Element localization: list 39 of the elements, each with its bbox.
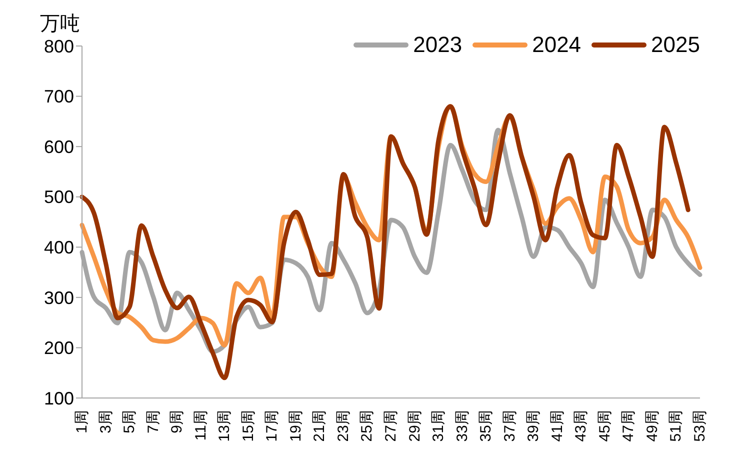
y-tick-label: 600 bbox=[44, 136, 74, 157]
x-tick-label: 21周 bbox=[311, 410, 328, 442]
x-tick-label: 45周 bbox=[596, 410, 614, 442]
x-tick-label: 29周 bbox=[406, 410, 424, 442]
x-tick-label: 25周 bbox=[358, 410, 376, 442]
x-tick-label: 7周 bbox=[144, 410, 162, 434]
x-tick-label: 1周 bbox=[74, 410, 90, 434]
y-tick-label: 300 bbox=[44, 288, 74, 308]
x-tick-label: 5周 bbox=[121, 410, 138, 434]
x-tick-label: 35周 bbox=[478, 410, 495, 442]
x-tick-label: 41周 bbox=[548, 410, 566, 442]
x-tick-label: 11周 bbox=[192, 410, 210, 441]
y-tick-label: 700 bbox=[44, 86, 74, 107]
x-tick-label: 17周 bbox=[264, 410, 281, 442]
x-tick-label: 13周 bbox=[216, 410, 234, 442]
x-tick-label: 9周 bbox=[168, 410, 186, 434]
x-tick-label: 39周 bbox=[525, 410, 542, 442]
x-tick-label: 53周 bbox=[692, 410, 708, 442]
x-tick-label: 15周 bbox=[240, 410, 257, 442]
x-tick-label: 51周 bbox=[668, 410, 685, 442]
x-tick-label: 3周 bbox=[97, 410, 114, 434]
y-axis-title: 万吨 bbox=[40, 12, 80, 37]
x-tick-label: 23周 bbox=[334, 410, 352, 442]
y-tick-label: 500 bbox=[44, 187, 74, 208]
legend-label: 2024 bbox=[532, 32, 582, 58]
legend-label: 2025 bbox=[651, 32, 700, 58]
x-tick-label: 47周 bbox=[620, 410, 638, 442]
y-tick-label: 800 bbox=[44, 36, 74, 56]
y-tick-label: 200 bbox=[44, 338, 74, 358]
legend-label: 2023 bbox=[413, 32, 462, 58]
y-tick-label: 100 bbox=[44, 388, 74, 408]
x-tick-label: 43周 bbox=[572, 410, 590, 442]
x-tick-label: 19周 bbox=[287, 410, 304, 442]
x-tick-label: 33周 bbox=[454, 410, 471, 442]
y-tick-label: 400 bbox=[44, 238, 74, 258]
x-tick-label: 37周 bbox=[501, 410, 518, 442]
x-tick-label: 31周 bbox=[430, 410, 448, 442]
x-tick-label: 49周 bbox=[644, 410, 661, 442]
x-tick-label: 27周 bbox=[382, 410, 400, 442]
